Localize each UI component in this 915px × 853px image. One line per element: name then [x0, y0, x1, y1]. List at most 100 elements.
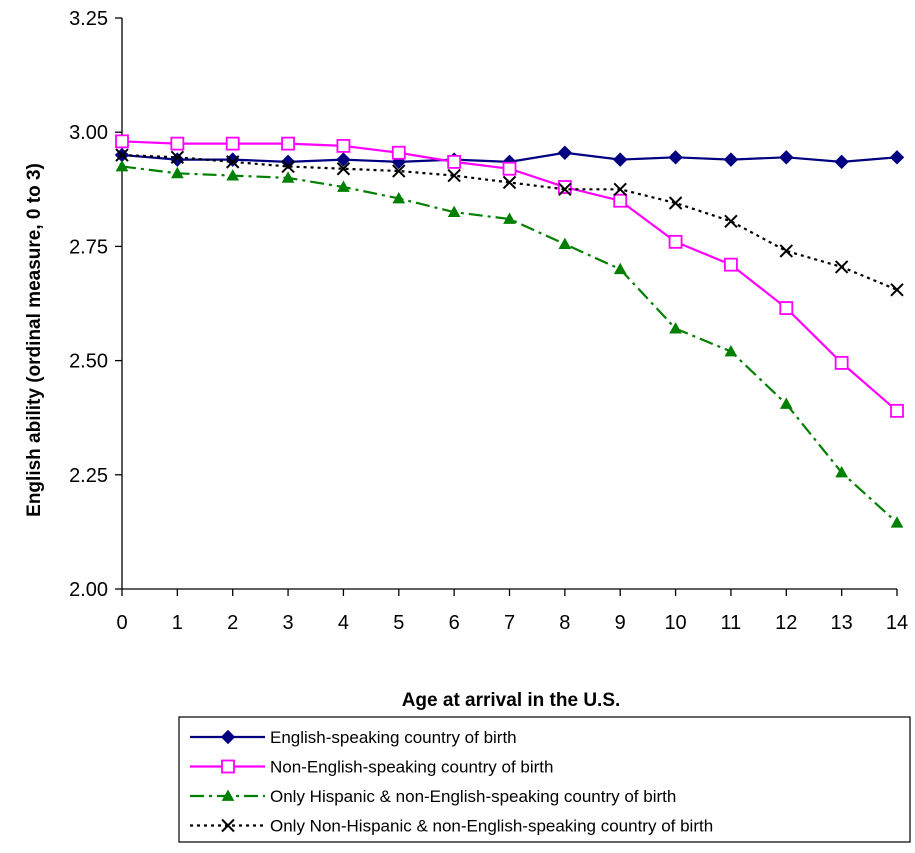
x-marker-stroke	[834, 260, 849, 274]
data-point-x	[779, 244, 793, 258]
series-line	[121, 165, 898, 524]
x-marker-stroke	[170, 150, 185, 165]
data-point-square	[834, 355, 849, 370]
x-tick-label: 7	[504, 612, 515, 634]
x-marker-stroke	[336, 162, 351, 176]
data-point-diamond	[225, 152, 240, 167]
data-point-triangle	[890, 516, 904, 528]
data-point-square	[613, 193, 628, 208]
data-point-x	[115, 148, 129, 162]
x-tick-label: 4	[338, 612, 349, 634]
x-marker-stroke	[613, 182, 627, 197]
x-tick-label: 2	[227, 612, 238, 634]
data-point-diamond	[668, 150, 683, 165]
data-point-triangle	[281, 171, 295, 183]
data-point-x	[558, 182, 572, 197]
x-tick-label: 8	[559, 612, 570, 634]
legend-label: Only Non-Hispanic & non-English-speaking…	[270, 817, 713, 836]
x-marker-stroke	[502, 175, 517, 190]
x-tick-label: 0	[116, 612, 127, 634]
legend-label: Non-English-speaking country of birth	[270, 758, 553, 777]
data-point-x	[221, 818, 235, 833]
data-point-diamond	[613, 152, 628, 167]
data-point-triangle	[221, 789, 235, 801]
data-point-diamond	[336, 152, 351, 167]
data-point-x	[170, 150, 185, 165]
data-point-square	[668, 234, 683, 249]
data-point-diamond	[723, 152, 739, 167]
x-tick-label: 10	[664, 612, 686, 634]
y-axis-title: English ability (ordinal measure, 0 to 3…	[24, 163, 45, 517]
data-point-square	[557, 180, 572, 194]
y-tick-label: 3.25	[69, 8, 108, 30]
x-tick-label: 9	[615, 612, 626, 634]
x-marker-stroke	[890, 283, 904, 297]
series-group	[114, 134, 905, 528]
data-point-square	[225, 136, 240, 151]
x-tick-label: 1	[172, 612, 183, 634]
data-point-triangle	[779, 397, 793, 409]
x-marker-stroke	[447, 168, 461, 183]
data-point-triangle	[447, 205, 461, 218]
data-point-x	[834, 260, 849, 274]
x-marker-stroke	[392, 164, 406, 178]
data-point-diamond	[220, 729, 236, 745]
legend-box	[178, 716, 911, 843]
data-point-triangle	[337, 180, 350, 192]
data-point-triangle	[115, 159, 129, 172]
x-tick-label: 12	[775, 612, 797, 634]
y-tick-label: 2.25	[69, 465, 108, 487]
data-point-square	[221, 759, 235, 774]
x-tick-label: 11	[721, 612, 742, 634]
data-point-x	[226, 155, 240, 169]
axes: 2.002.252.502.753.003.250 1 2 3 4 5 6 7 8 9 10 11 12…	[69, 8, 908, 634]
data-point-square	[391, 145, 406, 160]
data-point-triangle	[226, 169, 240, 181]
x-tick-label: 14	[886, 612, 908, 634]
x-marker-stroke	[779, 244, 793, 258]
x-tick-label: 3	[283, 612, 294, 634]
data-point-square	[170, 136, 185, 151]
data-point-diamond	[557, 145, 573, 160]
x-marker-stroke	[668, 196, 683, 210]
legend: English-speaking country of birth Non-Eng…	[178, 716, 911, 843]
data-point-x	[724, 214, 738, 228]
y-tick-label: 3.00	[69, 122, 108, 144]
data-point-square	[890, 403, 904, 418]
series-2	[115, 134, 904, 418]
data-point-triangle	[724, 344, 738, 357]
data-point-triangle	[835, 465, 848, 478]
y-tick-label: 2.00	[69, 579, 108, 601]
data-point-triangle	[171, 166, 184, 179]
data-point-triangle	[503, 212, 516, 224]
data-point-diamond	[170, 152, 185, 167]
x-tick-label: 13	[831, 612, 853, 634]
x-marker-stroke	[281, 159, 295, 174]
x-axis-title: Age at arrival in the U.S.	[402, 690, 621, 711]
data-point-square	[336, 139, 351, 153]
data-point-x	[281, 159, 295, 174]
x-marker-stroke	[221, 818, 235, 833]
x-marker-stroke	[115, 148, 129, 162]
data-point-square	[724, 257, 738, 272]
data-point-diamond	[779, 150, 794, 165]
data-point-square	[502, 161, 517, 176]
legend-label: English-speaking country of birth	[270, 728, 517, 747]
legend-label: Only Hispanic & non-English-speaking cou…	[270, 787, 676, 806]
series-4	[115, 148, 904, 297]
data-point-square	[115, 134, 129, 149]
data-point-triangle	[558, 237, 572, 250]
data-point-x	[392, 164, 406, 178]
y-tick-label: 2.50	[69, 351, 108, 373]
x-tick-label: 6	[449, 612, 460, 634]
data-point-triangle	[392, 191, 406, 204]
data-point-triangle	[613, 262, 627, 275]
data-point-diamond	[834, 154, 849, 170]
data-point-triangle	[669, 322, 682, 334]
series-3	[115, 159, 904, 528]
data-point-square	[779, 301, 794, 315]
data-point-square	[281, 136, 295, 151]
data-point-x	[890, 283, 904, 297]
